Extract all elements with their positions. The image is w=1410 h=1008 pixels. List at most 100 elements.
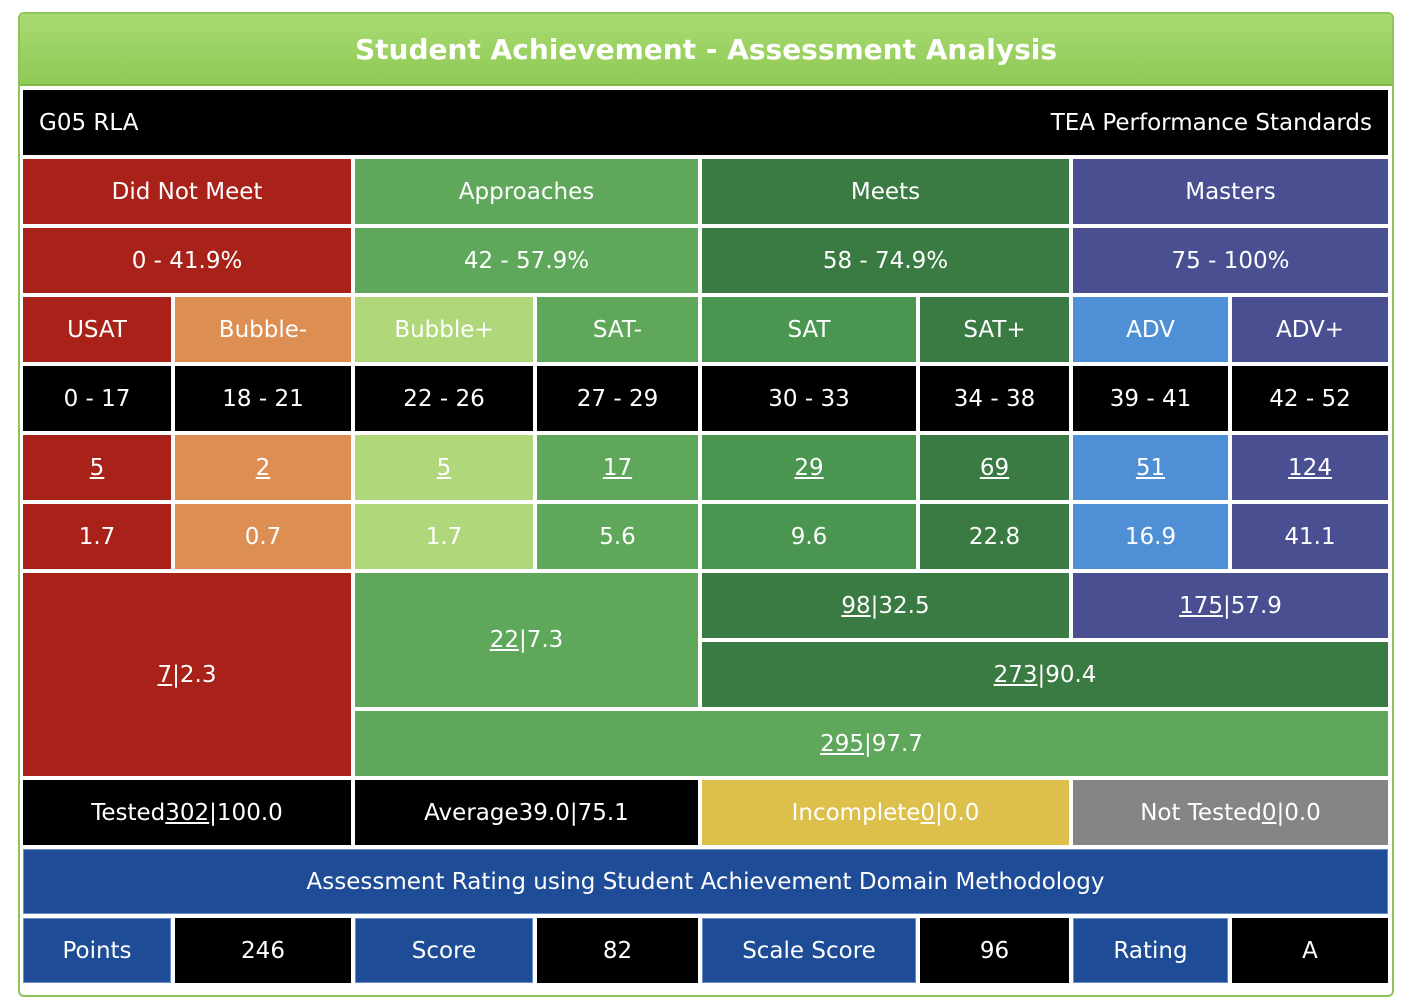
- band-percent: 5.6: [537, 504, 698, 569]
- summary-cell: Not Tested 0 | 0.0: [1073, 780, 1388, 845]
- band-count-cell: 69: [920, 435, 1069, 500]
- separator: |: [870, 592, 879, 619]
- rating-value: 82: [537, 918, 698, 983]
- rating-value: A: [1232, 918, 1388, 983]
- level-name: Did Not Meet: [23, 159, 351, 224]
- band-percent: 16.9: [1073, 504, 1228, 569]
- band-name: ADV: [1073, 297, 1228, 362]
- total-cell: 175 | 57.9: [1073, 573, 1388, 638]
- total-cell: 22 | 7.3: [355, 573, 698, 707]
- level-name: Meets: [702, 159, 1069, 224]
- band-count-cell: 5: [355, 435, 533, 500]
- level-range: 75 - 100%: [1073, 228, 1388, 293]
- separator: |: [518, 627, 527, 653]
- band-name: SAT: [702, 297, 916, 362]
- separator: |: [569, 799, 578, 826]
- band-percent: 0.7: [175, 504, 351, 569]
- analysis-table: G05 RLA TEA Performance Standards Did No…: [23, 90, 1388, 983]
- count-link[interactable]: 0: [920, 799, 936, 826]
- band-name: USAT: [23, 297, 171, 362]
- percent: 97.7: [871, 730, 923, 757]
- value: 39.0: [518, 799, 570, 826]
- band-percent: 22.8: [920, 504, 1069, 569]
- title: Student Achievement - Assessment Analysi…: [354, 32, 1058, 66]
- level-name: Masters: [1073, 159, 1388, 224]
- count-link[interactable]: 5: [89, 454, 105, 481]
- band-range: 42 - 52: [1232, 366, 1388, 431]
- percent: 75.1: [577, 799, 629, 826]
- subject: G05 RLA: [39, 109, 139, 136]
- separator: |: [935, 799, 943, 826]
- summary-cell: Incomplete 0 | 0.0: [702, 780, 1069, 845]
- level-name: Approaches: [355, 159, 698, 224]
- total-cell: 273 | 90.4: [702, 642, 1388, 707]
- level-range: 58 - 74.9%: [702, 228, 1069, 293]
- rating-value: 246: [175, 918, 351, 983]
- band-count-cell: 124: [1232, 435, 1388, 500]
- separator: |: [1037, 661, 1046, 688]
- band-count-cell: 51: [1073, 435, 1228, 500]
- total-cell: 98 | 32.5: [702, 573, 1069, 638]
- band-range: 0 - 17: [23, 366, 171, 431]
- rating-title: Assessment Rating using Student Achievem…: [23, 849, 1388, 914]
- label: Incomplete: [791, 799, 921, 826]
- subject-row: G05 RLA TEA Performance Standards: [23, 90, 1388, 155]
- band-range: 18 - 21: [175, 366, 351, 431]
- summary-cell: Average 39.0 | 75.1: [355, 780, 698, 845]
- label: Not Tested: [1140, 799, 1262, 826]
- band-name: Bubble-: [175, 297, 351, 362]
- separator: |: [1222, 592, 1231, 619]
- standards: TEA Performance Standards: [1050, 109, 1372, 136]
- band-percent: 1.7: [355, 504, 533, 569]
- count-link[interactable]: 29: [794, 454, 824, 481]
- band-name: Bubble+: [355, 297, 533, 362]
- count-link[interactable]: 22: [489, 627, 519, 653]
- count-link[interactable]: 175: [1179, 592, 1223, 619]
- band-count-cell: 17: [537, 435, 698, 500]
- count-link[interactable]: 273: [993, 661, 1038, 688]
- band-range: 39 - 41: [1073, 366, 1228, 431]
- rating-label: Points: [23, 918, 171, 983]
- band-percent: 1.7: [23, 504, 171, 569]
- count-link[interactable]: 5: [436, 454, 452, 481]
- count-link[interactable]: 51: [1135, 454, 1166, 481]
- percent: 0.0: [1284, 799, 1321, 826]
- band-range: 27 - 29: [537, 366, 698, 431]
- band-count-cell: 29: [702, 435, 916, 500]
- percent: 32.5: [878, 592, 930, 619]
- band-range: 30 - 33: [702, 366, 916, 431]
- count-link[interactable]: 295: [820, 730, 864, 757]
- band-name: SAT-: [537, 297, 698, 362]
- separator: |: [172, 661, 180, 688]
- rating-label: Rating: [1073, 918, 1228, 983]
- count-link[interactable]: 2: [255, 454, 271, 481]
- band-percent: 41.1: [1232, 504, 1388, 569]
- count-link[interactable]: 17: [602, 454, 633, 481]
- percent: 0.0: [942, 799, 980, 826]
- separator: |: [863, 730, 872, 757]
- count-link[interactable]: 7: [157, 661, 173, 688]
- level-range: 42 - 57.9%: [355, 228, 698, 293]
- separator: |: [1276, 799, 1285, 826]
- percent: 7.3: [526, 627, 564, 653]
- rating-label: Scale Score: [702, 918, 916, 983]
- band-name: ADV+: [1232, 297, 1388, 362]
- count-link[interactable]: 69: [979, 454, 1010, 481]
- count-link[interactable]: 0: [1261, 799, 1277, 826]
- band-name: SAT+: [920, 297, 1069, 362]
- percent: 100.0: [216, 799, 283, 826]
- percent: 90.4: [1045, 661, 1097, 688]
- total-cell: 295 | 97.7: [355, 711, 1388, 776]
- count-link[interactable]: 302: [165, 799, 210, 826]
- separator: |: [209, 799, 217, 826]
- band-percent: 9.6: [702, 504, 916, 569]
- band-range: 34 - 38: [920, 366, 1069, 431]
- count-link[interactable]: 98: [841, 592, 871, 619]
- label: Tested: [91, 799, 166, 826]
- count-link[interactable]: 124: [1288, 454, 1332, 481]
- total-cell: 7 | 2.3: [23, 573, 351, 776]
- level-range: 0 - 41.9%: [23, 228, 351, 293]
- label: Average: [424, 799, 519, 826]
- band-count-cell: 2: [175, 435, 351, 500]
